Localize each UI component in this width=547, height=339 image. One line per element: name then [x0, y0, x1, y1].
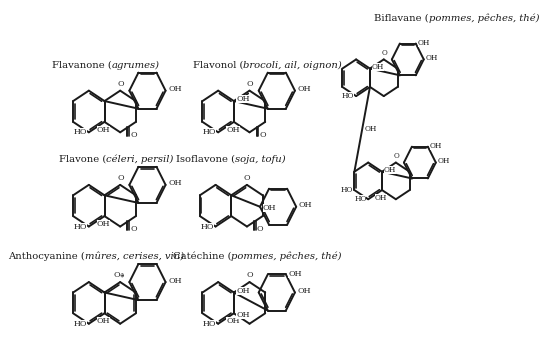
Text: Flavonol (: Flavonol (	[193, 60, 243, 69]
Text: OH: OH	[97, 126, 110, 134]
Text: O: O	[117, 80, 124, 88]
Text: OH: OH	[298, 85, 311, 93]
Text: O: O	[244, 174, 251, 182]
Text: OH: OH	[236, 311, 249, 319]
Text: O: O	[130, 131, 137, 139]
Text: OH: OH	[168, 277, 182, 284]
Text: O: O	[130, 225, 137, 233]
Text: Catéchine (: Catéchine (	[173, 252, 231, 261]
Text: OH: OH	[365, 125, 377, 133]
Text: céleri, persil): céleri, persil)	[106, 155, 173, 164]
Text: HO: HO	[203, 320, 216, 328]
Text: OH: OH	[375, 194, 387, 202]
Text: OH: OH	[288, 270, 302, 278]
Text: OH: OH	[97, 220, 110, 228]
Text: OH: OH	[384, 166, 396, 174]
Text: pommes, pêches, thé): pommes, pêches, thé)	[231, 252, 341, 261]
Text: pommes, pêches, thé): pommes, pêches, thé)	[428, 14, 539, 23]
Text: OH: OH	[430, 142, 443, 150]
Text: OH: OH	[372, 63, 384, 71]
Text: brocoli, ail, oignon): brocoli, ail, oignon)	[243, 60, 342, 69]
Text: HO: HO	[73, 128, 87, 136]
Text: O: O	[247, 272, 253, 279]
Text: HO: HO	[340, 186, 353, 194]
Text: agrumes): agrumes)	[112, 60, 160, 69]
Text: HO: HO	[200, 222, 214, 231]
Text: OH: OH	[298, 287, 311, 295]
Text: mûres, cerises, vin): mûres, cerises, vin)	[84, 252, 184, 261]
Text: OH: OH	[263, 204, 276, 212]
Text: O: O	[117, 174, 124, 182]
Text: O: O	[113, 271, 120, 279]
Text: O: O	[393, 152, 399, 160]
Text: OH: OH	[418, 39, 430, 47]
Text: soja, tofu): soja, tofu)	[235, 155, 285, 164]
Text: HO: HO	[73, 222, 87, 231]
Text: OH: OH	[226, 317, 240, 325]
Text: OH: OH	[426, 54, 438, 62]
Text: OH: OH	[168, 179, 182, 187]
Text: Flavanone (: Flavanone (	[53, 60, 112, 69]
Text: HO: HO	[203, 128, 216, 136]
Text: OH: OH	[226, 126, 240, 134]
Text: O: O	[381, 49, 387, 57]
Text: O: O	[257, 225, 264, 233]
Text: OH: OH	[438, 157, 450, 165]
Text: HO: HO	[354, 195, 366, 203]
Text: Isoflavone (: Isoflavone (	[176, 155, 235, 164]
Text: ⊕: ⊕	[119, 273, 124, 278]
Text: OH: OH	[236, 287, 249, 295]
Text: Biflavane (: Biflavane (	[374, 14, 428, 23]
Text: O: O	[259, 131, 266, 139]
Text: O: O	[247, 80, 253, 88]
Text: HO: HO	[73, 320, 87, 328]
Text: OH: OH	[168, 85, 182, 93]
Text: OH: OH	[236, 95, 249, 103]
Text: OH: OH	[299, 201, 312, 209]
Text: Flavone (: Flavone (	[59, 155, 106, 164]
Text: OH: OH	[97, 317, 110, 325]
Text: HO: HO	[342, 92, 354, 100]
Text: Anthocyanine (: Anthocyanine (	[8, 252, 84, 261]
